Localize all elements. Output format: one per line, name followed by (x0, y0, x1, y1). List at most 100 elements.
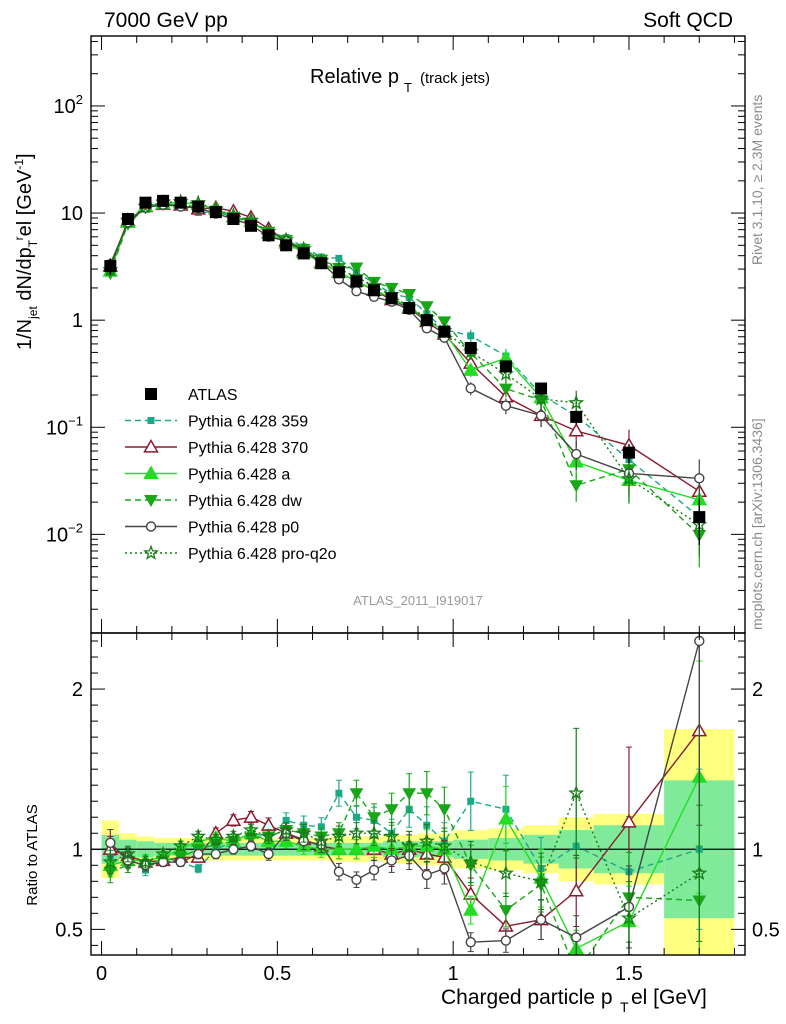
main-point-3-21 (499, 383, 513, 396)
ratio-xtick-label-1: 0.5 (263, 963, 291, 985)
atlas-point-3 (157, 194, 170, 207)
ratio-point-1-24 (621, 814, 637, 828)
chart-marks (91, 193, 745, 955)
ratio-point-4-7 (228, 844, 239, 855)
ratio-xtick-label-2: 1 (448, 963, 459, 985)
ratio-point-3-21 (499, 905, 513, 918)
atlas-point-2 (139, 196, 152, 209)
ylabel-part-0: 1/N (14, 319, 36, 350)
ratio-point-4-22 (535, 914, 547, 925)
ratio-ytick-label-right-2: 2 (752, 679, 763, 701)
main-point-5-22 (533, 390, 549, 406)
atlas-point-23 (570, 410, 583, 423)
xlabel-sub: T (620, 999, 629, 1015)
legend-label-2: Pythia 6.428 370 (188, 440, 308, 457)
ratio-point-4-15 (368, 864, 380, 876)
main-point-4-21 (500, 400, 512, 411)
main-series-3 (103, 199, 707, 568)
ylabel-part-1: jet (26, 306, 40, 320)
legend-marker-0 (145, 388, 157, 400)
atlas-point-19 (438, 325, 451, 338)
ratio-point-2-21 (498, 810, 514, 825)
ratio-point-3-14 (349, 788, 364, 801)
ratio-point-2-20 (462, 902, 479, 916)
ratio-point-5-25 (691, 864, 708, 881)
ratio-ytick-label-right-0: 0.5 (752, 919, 780, 941)
atlas-point-21 (499, 360, 512, 373)
main-point-3-17 (402, 289, 417, 302)
ratio-point-4-23 (571, 932, 582, 943)
legend: ATLAS Pythia 6.428 359 Pythia 6.428 370 Pyt… (125, 387, 337, 563)
header-right: Soft QCD (643, 9, 733, 32)
main-ytick-base-1: 10 (46, 417, 68, 439)
legend-label-4: Pythia 6.428 dw (188, 493, 302, 510)
header-left: 7000 GeV pp (104, 9, 228, 32)
atlas-point-5 (192, 200, 205, 213)
legend-label-6: Pythia 6.428 pro-q2o (188, 546, 337, 563)
ratio-point-3-19 (437, 804, 452, 817)
atlas-point-13 (332, 266, 345, 279)
atlas-point-22 (535, 382, 548, 395)
main-title-text: Relative p (310, 66, 399, 88)
ratio-point-5-3 (155, 845, 172, 861)
ratio-point-5-11 (295, 824, 312, 841)
ratio-series-2 (102, 660, 708, 955)
ratio-panel-marks (91, 633, 745, 955)
analysis-id: ATLAS_2011_I919017 (353, 593, 483, 608)
ratio-point-0-10 (282, 816, 290, 824)
xlabel-main: Charged particle p (441, 986, 613, 1009)
ratio-ytick-label-left-1: 1 (72, 839, 83, 861)
ratio-point-3-18 (419, 788, 434, 801)
ratio-point-2-14 (348, 841, 365, 855)
atlas-point-25 (693, 511, 706, 524)
ratio-point-5-18 (418, 832, 435, 848)
ylabel-part-3: T (26, 239, 40, 247)
ratio-point-0-20 (467, 797, 475, 805)
ratio-point-5-5 (190, 828, 207, 844)
ratio-point-5-0 (102, 853, 119, 869)
main-point-1-23 (568, 422, 585, 437)
legend-entry-1: Pythia 6.428 359 (125, 414, 308, 431)
atlas-point-11 (297, 247, 310, 260)
main-point-0-13 (335, 254, 343, 262)
ratio-point-3-15 (367, 812, 381, 825)
ratio-point-5-16 (383, 828, 400, 844)
ratio-point-0-5 (194, 864, 202, 872)
main-frame (90, 35, 746, 634)
main-point-3-14 (349, 262, 364, 275)
ratio-point-5-23 (568, 784, 585, 801)
main-title-sub: T (404, 80, 412, 95)
ratio-point-5-13 (330, 828, 347, 844)
atlas-point-4 (174, 196, 187, 209)
ratio-ytick-label-left-0: 0.5 (55, 919, 83, 941)
ratio-point-5-8 (243, 821, 259, 837)
main-point-3-23 (569, 480, 584, 493)
legend-entry-2: Pythia 6.428 370 (125, 438, 308, 457)
main-ytick-label-2: 1 (72, 310, 83, 332)
atlas-point-16 (385, 292, 398, 305)
ratio-point-5-15 (366, 824, 382, 841)
ratio-point-1-7 (225, 812, 242, 827)
atlas-point-18 (420, 314, 433, 327)
main-ytick-label-1: 10−1 (46, 413, 83, 439)
ratio-point-1-23 (568, 882, 585, 897)
atlas-point-24 (622, 446, 635, 459)
ratio-point-4-13 (333, 866, 345, 877)
main-ytick-exp-4: 2 (76, 92, 83, 107)
legend-marker-6 (143, 544, 159, 560)
legend-marker-5 (145, 521, 157, 532)
legend-entry-6: Pythia 6.428 pro-q2o (125, 544, 337, 563)
atlas-point-20 (464, 341, 477, 354)
main-point-4-23 (571, 448, 582, 460)
ratio-point-5-9 (260, 828, 277, 844)
ratio-point-4-5 (193, 848, 204, 860)
atlas-point-15 (368, 284, 381, 297)
main-point-3-18 (419, 301, 434, 314)
ylabel-part-6: -1 (12, 159, 26, 170)
ratio-point-3-17 (402, 788, 417, 801)
ratio-xtick-label-3: 1.5 (615, 963, 643, 985)
ratio-point-4-8 (245, 840, 257, 852)
main-point-0-20 (467, 332, 475, 340)
ratio-point-5-4 (172, 837, 189, 853)
